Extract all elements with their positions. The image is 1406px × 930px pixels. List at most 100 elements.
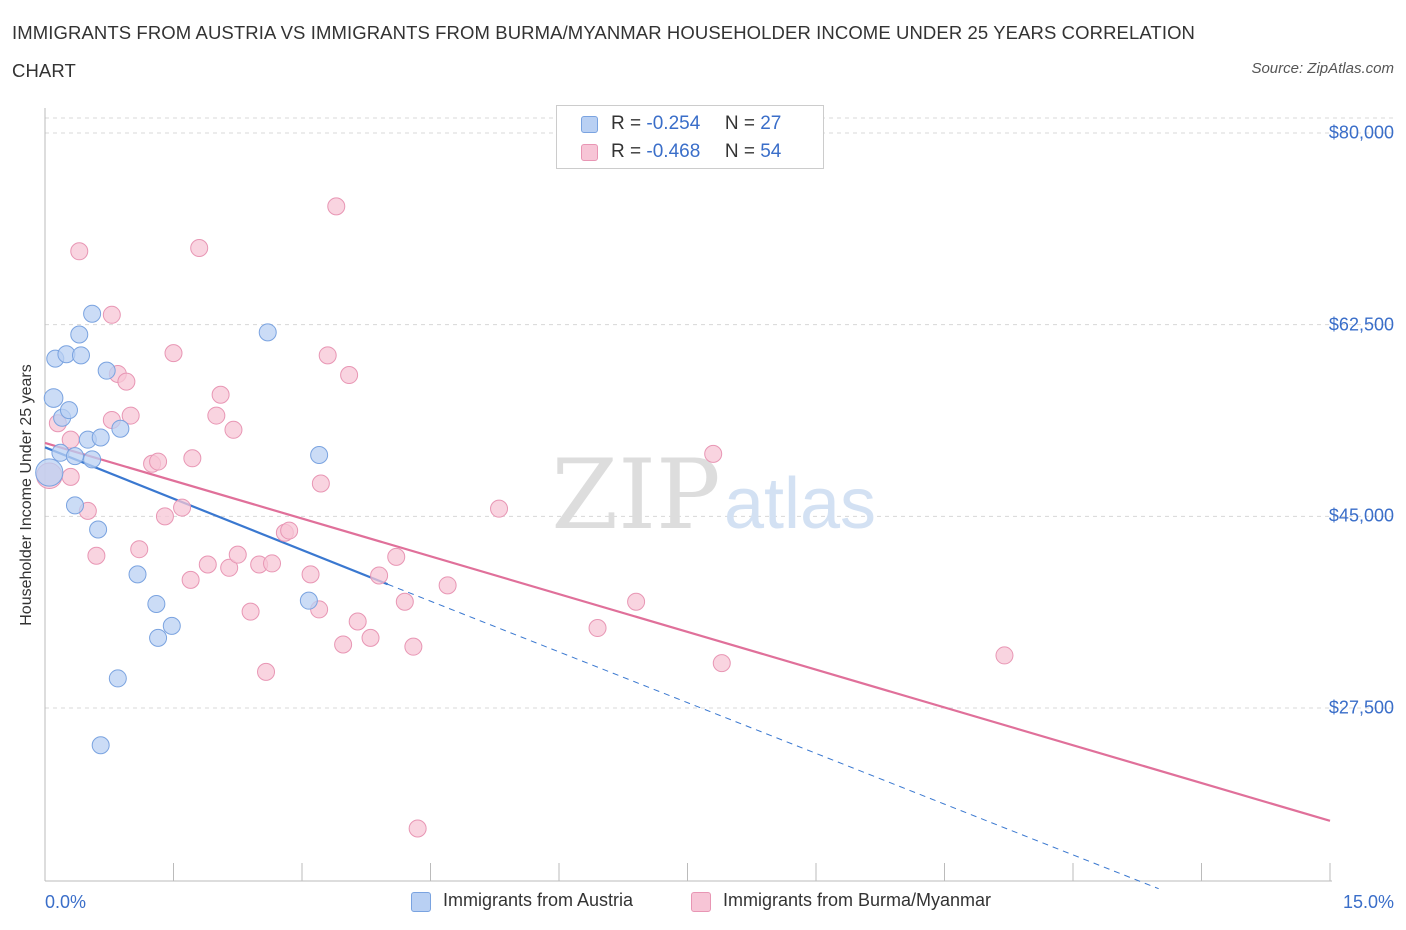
axes [44, 108, 1332, 882]
burma-point [121, 406, 140, 425]
burma-point [70, 242, 89, 261]
austria-point [35, 458, 64, 487]
austria-point [299, 591, 318, 610]
watermark-zip: ZIP [551, 439, 720, 551]
burma-point [224, 420, 243, 439]
austria-n-value: 27 [760, 113, 782, 134]
austria-point [108, 669, 127, 688]
burma-point [588, 619, 607, 638]
correlation-legend: R = -0.254 N = 27 R = -0.468 N = 54 [556, 105, 824, 169]
burma-point [387, 547, 406, 566]
austria-swatch [581, 116, 598, 133]
burma-point [301, 565, 320, 584]
austria-point [149, 628, 168, 647]
austria-point [128, 565, 147, 584]
burma-point [198, 555, 217, 574]
r-label: R = [611, 141, 642, 162]
burma-point [164, 344, 183, 363]
austria-point [91, 428, 110, 447]
burma-point [395, 592, 414, 611]
burma-point [241, 602, 260, 621]
burma-point [361, 628, 380, 647]
austria-point [89, 520, 108, 539]
burma-point [408, 819, 427, 838]
burma-swatch [691, 892, 711, 912]
austria-point [147, 594, 166, 613]
austria-point [111, 419, 130, 438]
burma-point [334, 635, 353, 654]
burma-point [280, 521, 299, 540]
austria-point [70, 325, 89, 344]
burma-point [995, 646, 1014, 665]
x-tick-label-min: 0.0% [45, 892, 87, 912]
austria-point [71, 346, 90, 365]
burma-trend-line [44, 441, 1331, 822]
burma-point [340, 366, 359, 385]
burma-point [257, 662, 276, 681]
burma-point [102, 305, 121, 324]
burma-point [61, 467, 80, 486]
austria-point [258, 323, 277, 342]
burma-point [627, 592, 646, 611]
legend-label-austria: Immigrants from Austria [443, 890, 634, 910]
austria-point [310, 446, 329, 464]
burma-swatch [581, 144, 598, 161]
source-label: Source: ZipAtlas.com [1251, 60, 1394, 77]
n-label: N = [724, 113, 755, 134]
austria-point [83, 450, 102, 469]
y-tick-label: $27,500 [1328, 697, 1394, 718]
burma-point [348, 612, 367, 631]
burma-point [130, 540, 149, 559]
austria-point [59, 401, 78, 420]
burma-point [190, 239, 209, 257]
austria-swatch [411, 892, 431, 912]
burma-point [370, 566, 389, 585]
burma-r-value: -0.468 [646, 141, 701, 162]
n-label: N = [724, 141, 755, 162]
austria-point [65, 496, 84, 515]
austria-point [51, 443, 70, 462]
burma-point [173, 498, 192, 517]
burma-point [490, 499, 509, 518]
austria-r-value: -0.254 [646, 113, 701, 134]
y-tick-label: $45,000 [1328, 505, 1394, 526]
watermark: ZIP atlas [551, 439, 876, 551]
burma-point [220, 558, 239, 577]
y-tick-label: $80,000 [1328, 122, 1394, 143]
burma-point [438, 576, 457, 595]
austria-point [65, 447, 84, 466]
burma-point [263, 554, 282, 573]
burma-point [704, 444, 723, 463]
burma-point [181, 570, 200, 589]
burma-point [117, 372, 136, 391]
burma-point [404, 637, 423, 656]
x-tick-label-max: 15.0% [1342, 892, 1394, 912]
burma-point [311, 474, 330, 493]
y-axis-label: Householder Income Under 25 years [18, 364, 35, 626]
watermark-atlas: atlas [724, 464, 876, 544]
burma-point [712, 654, 731, 673]
burma-point [211, 385, 230, 404]
burma-point [327, 197, 346, 216]
trend-lines [44, 441, 1331, 890]
burma-point [87, 546, 106, 565]
burma-point [155, 507, 174, 526]
austria-point [91, 736, 110, 755]
burma-point [149, 452, 168, 471]
chart-title: IMMIGRANTS FROM AUSTRIA VS IMMIGRANTS FR… [12, 22, 1196, 81]
burma-point [207, 406, 226, 425]
burma-n-value: 54 [760, 141, 782, 162]
austria-point [83, 304, 102, 323]
austria-point [97, 361, 116, 380]
r-label: R = [611, 113, 642, 134]
burma-point [183, 449, 202, 468]
legend-label-burma: Immigrants from Burma/Myanmar [723, 890, 992, 910]
austria-trend-line [44, 446, 389, 586]
austria-point [162, 616, 181, 635]
austria-point [43, 388, 64, 408]
data-points [35, 197, 1014, 838]
burma-point [318, 346, 337, 365]
y-tick-label: $62,500 [1328, 314, 1394, 335]
burma-point [228, 545, 247, 564]
